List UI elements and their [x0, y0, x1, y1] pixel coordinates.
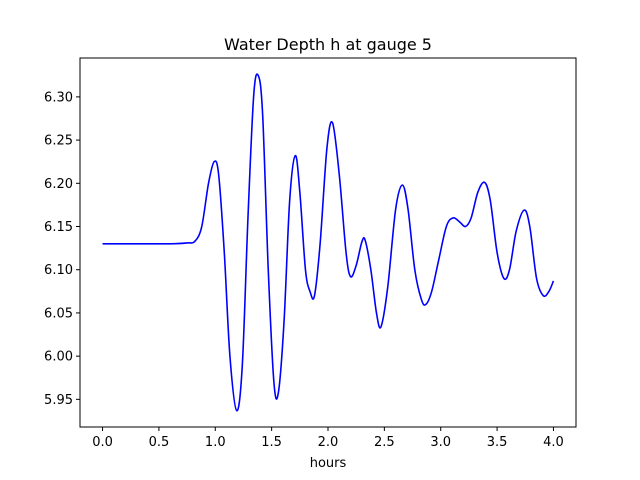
series-layer [102, 73, 555, 412]
x-tick-label: 1.5 [261, 435, 282, 450]
x-tick-label: 2.5 [374, 435, 395, 450]
series-line-0 [102, 73, 555, 412]
y-axis: 5.95 6.00 6.05 6.10 6.15 6.20 6.25 6.30 [44, 90, 80, 408]
x-tick-label: 2.0 [318, 435, 339, 450]
x-tick-label: 0.5 [149, 435, 170, 450]
x-tick-label: 1.0 [205, 435, 226, 450]
chart-title: Water Depth h at gauge 5 [224, 35, 432, 54]
y-tick-label: 5.95 [44, 393, 73, 408]
x-axis-label: hours [310, 456, 347, 471]
x-tick-label: 4.0 [543, 435, 564, 450]
y-tick-label: 6.15 [44, 220, 73, 235]
y-tick-label: 6.30 [44, 90, 73, 105]
y-tick-label: 6.00 [44, 350, 73, 365]
y-tick-label: 6.05 [44, 306, 73, 321]
plot-area [80, 58, 576, 427]
x-tick-label: 3.0 [430, 435, 451, 450]
y-tick-label: 6.10 [44, 263, 73, 278]
y-tick-label: 6.25 [44, 134, 73, 149]
x-tick-label: 0.0 [92, 435, 113, 450]
y-tick-label: 6.20 [44, 177, 73, 192]
axes-frame [79, 57, 577, 428]
x-tick-label: 3.5 [487, 435, 508, 450]
x-axis: 0.0 0.5 1.0 1.5 2.0 2.5 3.0 3.5 4.0 [92, 427, 564, 450]
